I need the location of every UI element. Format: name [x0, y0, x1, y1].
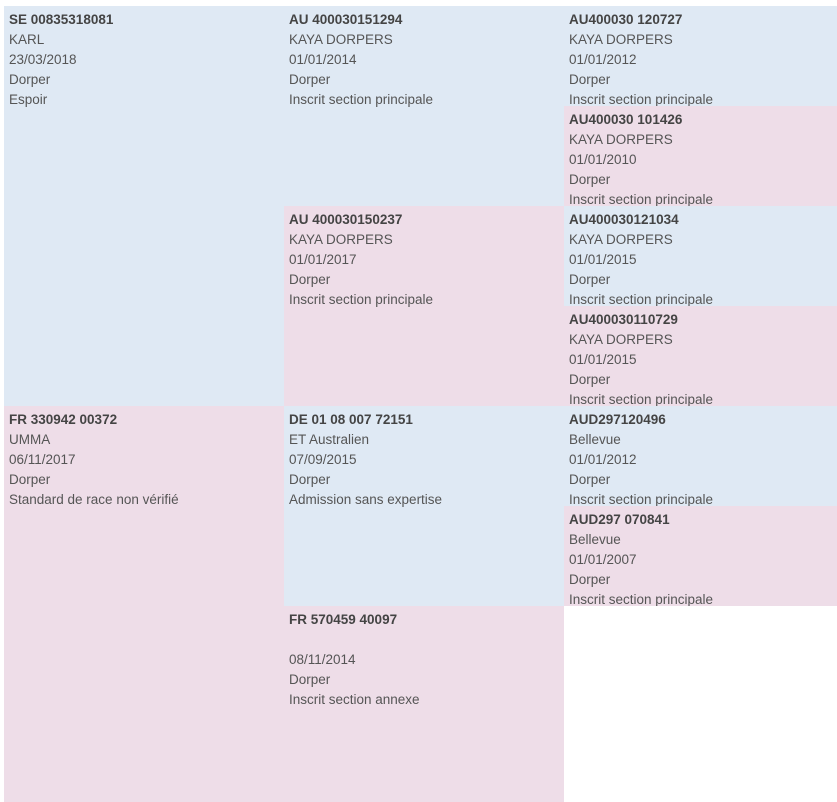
- registration-status: Inscrit section principale: [569, 92, 714, 106]
- pedigree-cell-dam-dam: FR 570459 40097 08/11/2014 Dorper Inscri…: [284, 606, 564, 802]
- pedigree-cell-ds-sire: AUD297120496 Bellevue 01/01/2012 Dorper …: [564, 406, 837, 506]
- birth-date: 23/03/2018: [9, 52, 77, 67]
- animal-name: KAYA DORPERS: [569, 332, 673, 347]
- registration-status: Standard de race non vérifié: [9, 492, 179, 507]
- animal-id: AU400030 120727: [569, 12, 683, 27]
- pedigree-cell-ss-dam: AU400030 101426 KAYA DORPERS 01/01/2010 …: [564, 106, 837, 206]
- registration-status: Inscrit section principale: [569, 592, 714, 606]
- animal-name: Bellevue: [569, 432, 621, 447]
- breed: Dorper: [569, 172, 611, 187]
- breed: Dorper: [569, 472, 611, 487]
- pedigree-cell-dam: FR 330942 00372 UMMA 06/11/2017 Dorper S…: [4, 406, 284, 802]
- breed: Dorper: [569, 572, 611, 587]
- registration-status: Inscrit section principale: [569, 392, 714, 406]
- birth-date: 08/11/2014: [289, 652, 356, 667]
- animal-id: AU 400030150237: [289, 212, 403, 227]
- animal-name: KAYA DORPERS: [569, 32, 673, 47]
- breed: Dorper: [289, 72, 331, 87]
- pedigree-cell-ss-sire: AU400030 120727 KAYA DORPERS 01/01/2012 …: [564, 6, 837, 106]
- animal-id: AU 400030151294: [289, 12, 403, 27]
- animal-name: KAYA DORPERS: [289, 32, 393, 47]
- birth-date: 01/01/2014: [289, 52, 357, 67]
- animal-id: SE 00835318081: [9, 12, 114, 27]
- animal-name: UMMA: [9, 432, 51, 447]
- registration-status: Inscrit section principale: [569, 492, 714, 506]
- breed: Dorper: [289, 472, 331, 487]
- animal-name: ET Australien: [289, 432, 370, 447]
- birth-date: 01/01/2015: [569, 352, 637, 367]
- breed: Dorper: [9, 472, 51, 487]
- pedigree-cell-ds-dam: AUD297 070841 Bellevue 01/01/2007 Dorper…: [564, 506, 837, 606]
- pedigree-cell-sire-dam: AU 400030150237 KAYA DORPERS 01/01/2017 …: [284, 206, 564, 406]
- animal-id: AU400030 101426: [569, 112, 683, 127]
- registration-status: Espoir: [9, 92, 48, 107]
- pedigree-cell-dam-sire: DE 01 08 007 72151 ET Australien 07/09/2…: [284, 406, 564, 606]
- breed: Dorper: [289, 272, 331, 287]
- animal-id: DE 01 08 007 72151: [289, 412, 413, 427]
- breed: Dorper: [9, 72, 51, 87]
- animal-name: KAYA DORPERS: [569, 132, 673, 147]
- pedigree-cell-sd-sire: AU400030121034 KAYA DORPERS 01/01/2015 D…: [564, 206, 837, 306]
- animal-id: AUD297120496: [569, 412, 666, 427]
- birth-date: 01/01/2012: [569, 452, 637, 467]
- birth-date: 06/11/2017: [9, 452, 76, 467]
- pedigree-cell-sire: SE 00835318081 KARL 23/03/2018 Dorper Es…: [4, 6, 284, 406]
- animal-id: AU400030110729: [569, 312, 678, 327]
- birth-date: 01/01/2015: [569, 252, 637, 267]
- animal-name: KAYA DORPERS: [569, 232, 673, 247]
- registration-status: Inscrit section annexe: [289, 692, 420, 707]
- animal-id: FR 570459 40097: [289, 612, 398, 627]
- animal-id: AU400030121034: [569, 212, 679, 227]
- pedigree-cell-sire-sire: AU 400030151294 KAYA DORPERS 01/01/2014 …: [284, 6, 564, 206]
- breed: Dorper: [569, 272, 611, 287]
- registration-status: Admission sans expertise: [289, 492, 443, 507]
- animal-id: FR 330942 00372: [9, 412, 118, 427]
- birth-date: 01/01/2012: [569, 52, 637, 67]
- breed: Dorper: [289, 672, 331, 687]
- animal-name: KAYA DORPERS: [289, 232, 393, 247]
- registration-status: Inscrit section principale: [569, 292, 714, 306]
- birth-date: 07/09/2015: [289, 452, 357, 467]
- breed: Dorper: [569, 72, 611, 87]
- birth-date: 01/01/2017: [289, 252, 357, 267]
- pedigree-cell-sd-dam: AU400030110729 KAYA DORPERS 01/01/2015 D…: [564, 306, 837, 406]
- registration-status: Inscrit section principale: [569, 192, 714, 206]
- animal-name: Bellevue: [569, 532, 621, 547]
- registration-status: Inscrit section principale: [289, 92, 434, 107]
- animal-name: [289, 632, 564, 652]
- registration-status: Inscrit section principale: [289, 292, 434, 307]
- animal-name: KARL: [9, 32, 45, 47]
- animal-id: AUD297 070841: [569, 512, 670, 527]
- birth-date: 01/01/2010: [569, 152, 637, 167]
- breed: Dorper: [569, 372, 611, 387]
- birth-date: 01/01/2007: [569, 552, 637, 567]
